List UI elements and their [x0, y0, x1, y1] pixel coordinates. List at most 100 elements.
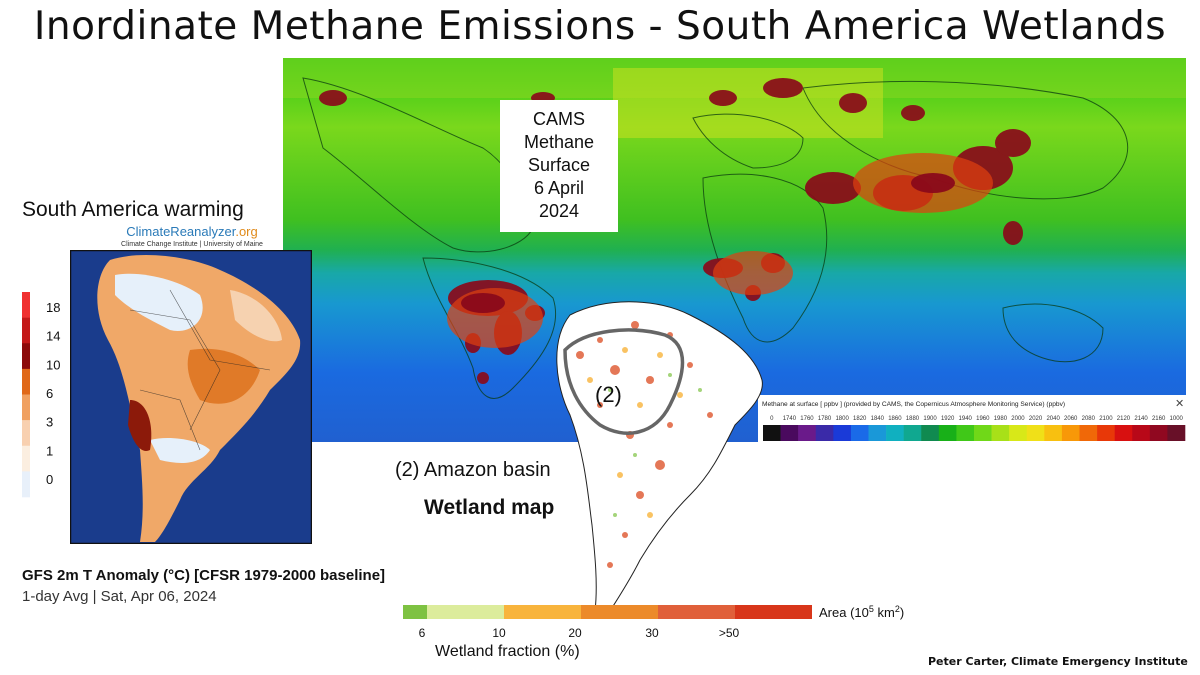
- methane-tick-label: 1760: [800, 416, 814, 422]
- methane-scale-caption: Methane at surface [ ppbv ] (provided by…: [762, 401, 1065, 408]
- anomaly-swatch: [22, 394, 30, 421]
- unit-text: Area (10: [819, 605, 869, 620]
- methane-swatch: [903, 425, 922, 441]
- methane-swatch: [921, 425, 940, 441]
- methane-swatch: [1132, 425, 1151, 441]
- methane-swatch: [763, 425, 781, 441]
- wetland-swatch: [403, 605, 427, 619]
- close-icon[interactable]: ✕: [1175, 397, 1184, 410]
- logo-tld: .org: [235, 224, 258, 239]
- cams-line-1: CAMS: [532, 109, 585, 129]
- anomaly-tick-label: 0: [46, 472, 53, 487]
- anomaly-tick-label: 3: [46, 415, 53, 430]
- methane-tick-label: 2140: [1134, 416, 1148, 422]
- wetland-tick-label: 6: [419, 626, 426, 640]
- methane-tick-label: 1960: [976, 416, 990, 422]
- credit-line: Peter Carter, Climate Emergency Institut…: [928, 655, 1188, 668]
- methane-swatch: [868, 425, 887, 441]
- anomaly-swatch: [22, 471, 30, 498]
- wetland-tick-label: 20: [568, 626, 582, 640]
- methane-swatch: [780, 425, 799, 441]
- methane-swatch: [1167, 425, 1186, 441]
- anomaly-tick-label: 10: [46, 357, 60, 372]
- wetland-tick-label: 30: [645, 626, 659, 640]
- methane-tick-label: 1920: [941, 416, 955, 422]
- anomaly-tick-label: 18: [46, 300, 60, 315]
- cams-info-box: CAMS Methane Surface 6 April 2024: [500, 100, 618, 232]
- methane-tick-label: 2080: [1082, 416, 1096, 422]
- methane-tick-label: 1980: [994, 416, 1008, 422]
- methane-swatch: [850, 425, 869, 441]
- wetland-fraction-colorbar: 6 10 20 30 >50 Area (105 km2) Wetland fracti…: [403, 604, 904, 660]
- methane-swatch: [938, 425, 957, 441]
- amazon-basin-label: (2) Amazon basin: [395, 459, 551, 481]
- methane-swatch: [815, 425, 834, 441]
- methane-tick-label: 1800: [835, 416, 849, 422]
- anomaly-tick-label: 1: [46, 443, 53, 458]
- wetland-swatch: [735, 605, 812, 619]
- unit-close: ): [900, 605, 904, 620]
- methane-swatch: [1009, 425, 1028, 441]
- methane-tick-label: 2000: [1011, 416, 1025, 422]
- methane-swatch: [991, 425, 1010, 441]
- cams-line-3: Surface: [527, 155, 591, 175]
- methane-tick-label: 2120: [1117, 416, 1131, 422]
- methane-swatch: [974, 425, 992, 441]
- wetland-swatch: [504, 605, 581, 619]
- wetland-swatch: [581, 605, 658, 619]
- methane-tick-label: 1740: [783, 416, 797, 422]
- wetland-area-unit: Area (105 km2): [819, 604, 904, 620]
- methane-tick-label: 1840: [871, 416, 885, 422]
- anomaly-swatch: [22, 368, 30, 395]
- wetland-swatch: [427, 605, 504, 619]
- anomaly-swatch: [22, 420, 30, 447]
- methane-tick-label: 1000: [1170, 416, 1184, 422]
- wetland-fraction-xlabel: Wetland fraction (%): [435, 643, 580, 660]
- methane-swatch: [1079, 425, 1098, 441]
- anomaly-swatch: [22, 292, 30, 318]
- methane-swatch: [1061, 425, 1080, 441]
- methane-tick-label: 1880: [906, 416, 920, 422]
- temperature-anomaly-map: [70, 250, 312, 544]
- anomaly-swatch: [22, 343, 30, 370]
- climate-reanalyzer-logo: ClimateReanalyzer.org Climate Change Ins…: [112, 225, 272, 251]
- methane-tick-label: 1820: [853, 416, 867, 422]
- wetland-map-title: Wetland map: [424, 496, 555, 519]
- unit-exp2: 2: [895, 604, 900, 614]
- methane-tick-label: 1940: [959, 416, 973, 422]
- wetland-tick-label: >50: [719, 626, 740, 640]
- wetland-tick-label: 10: [492, 626, 506, 640]
- anomaly-swatch: [22, 445, 30, 472]
- cams-line-5: 2024: [538, 201, 580, 221]
- cams-line-2: Methane: [523, 132, 595, 152]
- anomaly-tick-label: 6: [46, 386, 53, 401]
- page-title: Inordinate Methane Emissions - South Ame…: [33, 4, 1167, 49]
- methane-tick-label: 2040: [1046, 416, 1060, 422]
- amazon-basin-marker: (2): [595, 382, 622, 407]
- gfs-anomaly-title: GFS 2m T Anomaly (°C) [CFSR 1979-2000 ba…: [22, 567, 386, 584]
- logo-name: ClimateReanalyzer: [126, 224, 236, 239]
- anomaly-tick-label: 14: [46, 329, 60, 344]
- methane-swatch: [886, 425, 904, 441]
- gfs-anomaly-subtitle: 1-day Avg | Sat, Apr 06, 2024: [22, 588, 217, 605]
- methane-tick-label: 2020: [1029, 416, 1043, 422]
- methane-swatch: [1044, 425, 1063, 441]
- south-america-wetland-map: (2): [556, 301, 763, 612]
- cams-line-4: 6 April: [533, 178, 585, 198]
- methane-swatch: [1026, 425, 1045, 441]
- unit-exp: 5: [869, 604, 874, 614]
- methane-tick-label: 1780: [818, 416, 832, 422]
- south-america-warming-label: South America warming: [22, 198, 244, 221]
- unit-tail: km: [874, 605, 895, 620]
- methane-swatch: [1097, 425, 1115, 441]
- methane-tick-label: 1860: [888, 416, 902, 422]
- methane-tick-label: 0: [770, 416, 774, 422]
- methane-swatch: [956, 425, 975, 441]
- wetland-swatch: [658, 605, 735, 619]
- methane-tick-label: 2100: [1099, 416, 1113, 422]
- anomaly-swatch: [22, 317, 30, 344]
- methane-colorbar: Methane at surface [ ppbv ] (provided by…: [758, 395, 1190, 450]
- methane-tick-label: 2060: [1064, 416, 1078, 422]
- methane-tick-label: 2160: [1152, 416, 1166, 422]
